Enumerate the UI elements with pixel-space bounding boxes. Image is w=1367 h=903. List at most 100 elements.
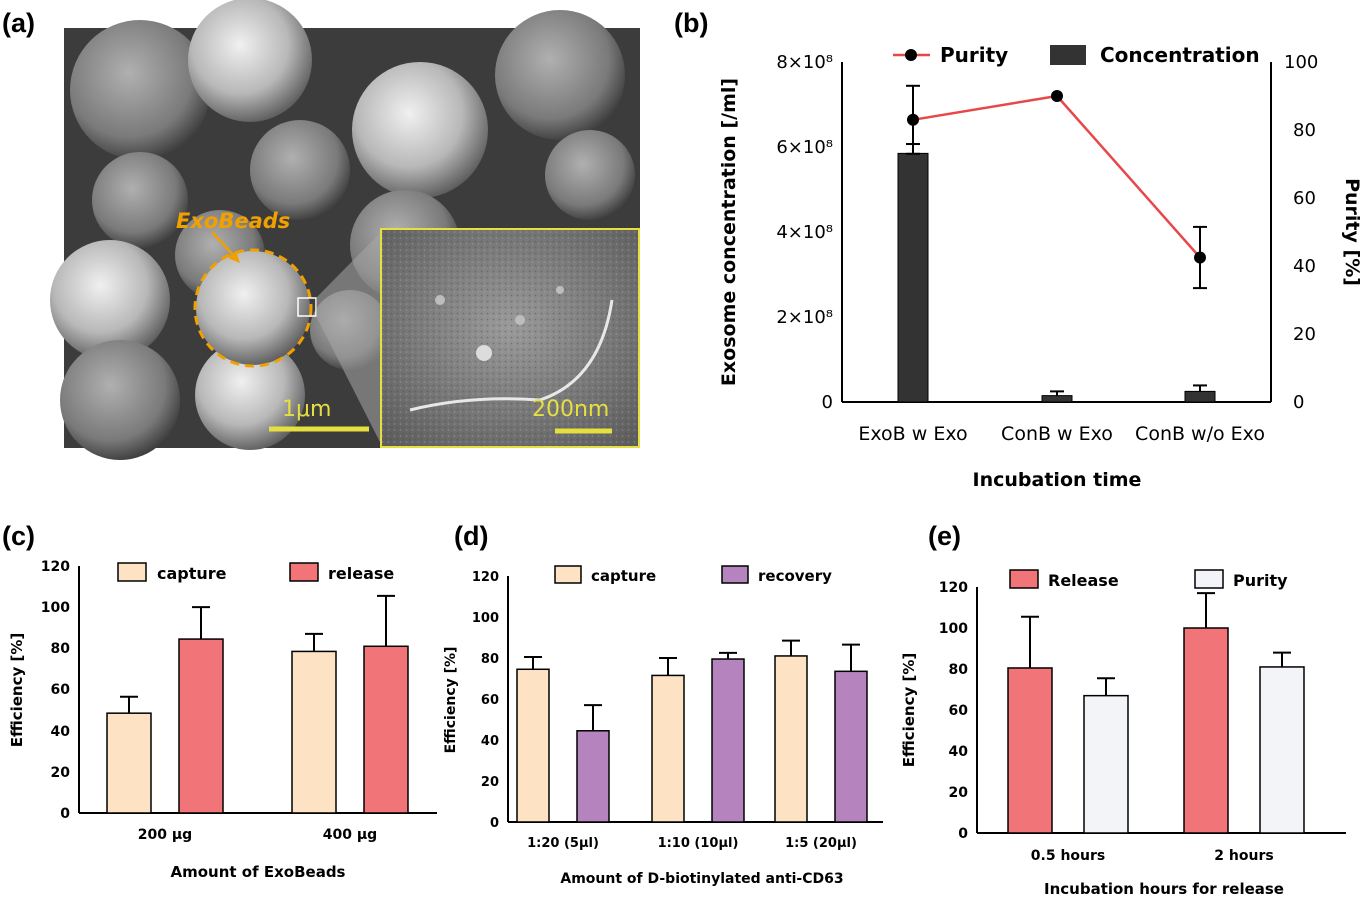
panel-label-e: (e) (928, 521, 961, 551)
bar-capture-0 (516, 668, 550, 823)
bar-release-0 (1007, 667, 1053, 834)
chart-b: (b) Purity Concentration 0 2×10⁸ 4×10⁸ 6… (674, 8, 1363, 491)
bar-purity-0 (1083, 694, 1129, 834)
ytick-e-0: 0 (958, 826, 968, 842)
chart-b-xlabel: Incubation time (973, 469, 1142, 491)
chart-c-xlabel: Amount of ExoBeads (171, 863, 346, 881)
ytick-d-4: 80 (481, 652, 499, 667)
chart-e: (e) Release Purity 0 20 40 60 80 100 120… (900, 521, 1346, 898)
ytick-d-2: 40 (481, 734, 499, 749)
ytick-b-4: 8×10⁸ (776, 52, 833, 73)
exobeads-annotation: ExoBeads (176, 209, 290, 233)
legend-capture-label: capture (157, 564, 227, 583)
chart-b-purity-line (906, 84, 1207, 290)
bar-capture-1 (651, 674, 685, 823)
panel-label-d: (d) (454, 521, 488, 551)
scale-label-inset: 200nm (532, 397, 609, 422)
point-purity-1 (1051, 90, 1063, 102)
bar-concentration-0 (897, 152, 929, 403)
ytick-c-3: 60 (51, 682, 71, 698)
annotation-arrow (211, 231, 237, 259)
ytick-e-2: 40 (949, 744, 969, 760)
chart-b-ylabel-right: Purity [%] (1341, 178, 1363, 286)
legend-release-swatch (289, 562, 319, 582)
sem-image: ExoBeads 1μm 200nm (50, 0, 640, 460)
point-purity-2 (1194, 251, 1206, 264)
chart-e-xlabel: Incubation hours for release (1044, 880, 1284, 898)
inset-image (380, 228, 640, 448)
chart-e-legend: Release Purity (1009, 569, 1288, 590)
chart-d-yticks: 0 20 40 60 80 100 120 (472, 570, 499, 831)
bar-capture-0 (106, 712, 152, 814)
legend-purity-label: Purity (1233, 571, 1288, 590)
legend-release-swatch (1009, 569, 1039, 589)
legend-capture-swatch (554, 565, 582, 584)
chart-b-xticks: ExoB w Exo ConB w Exo ConB w/o Exo (858, 423, 1265, 445)
bar-concentration-1 (1041, 395, 1073, 403)
ytick-b-3: 6×10⁸ (776, 137, 833, 158)
ytick-b-right-5: 100 (1284, 52, 1318, 73)
bar-capture-2 (774, 655, 808, 823)
legend-recovery-swatch (721, 565, 749, 584)
ytick-d-6: 120 (472, 570, 499, 585)
ytick-c-5: 100 (41, 600, 70, 616)
ytick-b-right-0: 0 (1293, 392, 1304, 413)
ytick-b-2: 4×10⁸ (776, 222, 833, 243)
xtick-d-0: 1:20 (5μl) (527, 836, 599, 851)
xtick-b-2: ConB w/o Exo (1135, 423, 1265, 445)
xtick-d-2: 1:5 (20μl) (785, 836, 857, 851)
scale-label-main: 1μm (282, 397, 331, 422)
legend-recovery-label: recovery (758, 567, 832, 585)
chart-b-bars (897, 143, 1216, 403)
legend-release-label: release (328, 564, 394, 583)
ytick-e-3: 60 (949, 703, 969, 719)
bar-concentration-2 (1184, 390, 1216, 403)
legend-purity-swatch (1194, 569, 1224, 589)
chart-c-legend: capture release (117, 562, 394, 583)
ytick-b-1: 2×10⁸ (776, 307, 833, 328)
chart-b-yticks-right: 0 20 40 60 80 100 (1284, 52, 1318, 413)
bar-release-1 (1183, 627, 1229, 834)
bar-recovery-2 (834, 670, 868, 823)
bar-release-1 (363, 645, 409, 814)
purity-line (912, 94, 1201, 259)
ytick-b-0: 0 (822, 392, 833, 413)
chart-c-yticks: 0 20 40 60 80 100 120 (41, 559, 70, 822)
ytick-e-1: 20 (949, 785, 969, 801)
chart-d-ylabel: Efficiency [%] (443, 647, 459, 754)
xtick-e-0: 0.5 hours (1031, 848, 1105, 864)
ytick-c-6: 120 (41, 559, 70, 575)
ytick-b-right-3: 60 (1293, 188, 1316, 209)
chart-c-ylabel: Efficiency [%] (8, 633, 26, 748)
ytick-d-3: 60 (481, 693, 499, 708)
bar-recovery-0 (576, 730, 610, 823)
chart-e-bars (1007, 592, 1305, 834)
ytick-e-5: 100 (939, 621, 968, 637)
bar-purity-1 (1259, 666, 1305, 834)
bar-release-0 (178, 638, 224, 814)
ytick-c-4: 80 (51, 641, 71, 657)
panel-label-a: (a) (2, 8, 35, 38)
xtick-e-1: 2 hours (1214, 848, 1273, 864)
legend-release-label: Release (1048, 571, 1119, 590)
legend-capture-swatch (117, 562, 147, 582)
xtick-b-0: ExoB w Exo (858, 423, 967, 445)
point-purity-0 (907, 113, 919, 126)
arrow-head (228, 251, 240, 263)
legend-purity-marker (905, 49, 917, 61)
chart-c-bars (106, 594, 409, 814)
xtick-c-1: 400 μg (323, 827, 377, 843)
chart-b-ylabel: Exosome concentration [/ml] (718, 78, 740, 386)
bar-capture-1 (291, 650, 337, 814)
chart-d-xlabel: Amount of D-biotinylated anti-CD63 (560, 871, 843, 887)
chart-d-legend: capture recovery (554, 565, 832, 585)
legend-concentration-label: Concentration (1100, 43, 1260, 67)
xtick-c-0: 200 μg (138, 827, 192, 843)
bar-recovery-1 (711, 658, 745, 823)
legend-capture-label: capture (591, 567, 656, 585)
legend-purity-label: Purity (940, 43, 1008, 67)
ytick-b-right-2: 40 (1293, 256, 1316, 277)
legend-concentration-swatch (1050, 45, 1086, 65)
ytick-b-right-4: 80 (1293, 120, 1316, 141)
